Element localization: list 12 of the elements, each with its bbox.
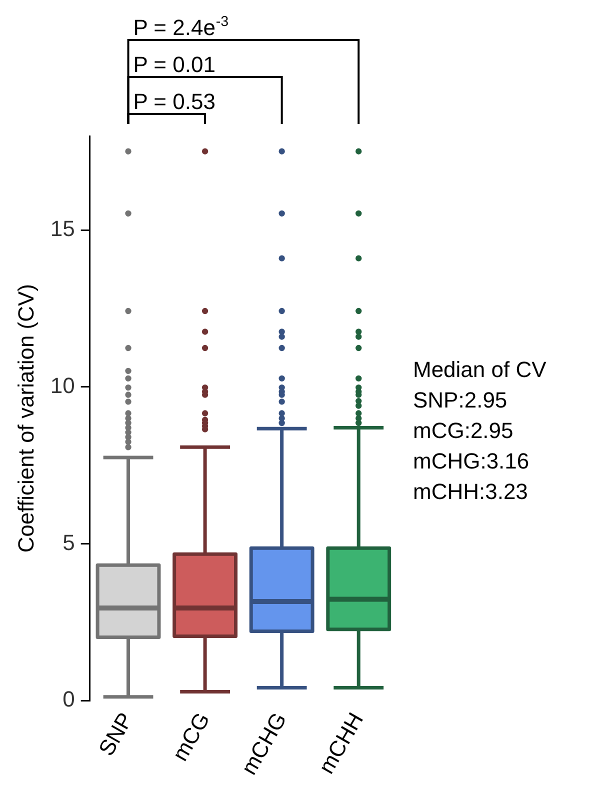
y-tick-label: 5 [62,530,75,555]
text: P = 0.01 [133,52,216,77]
y-axis-title: Coefficient of variation (CV) [13,284,38,553]
text: mCHH:3.23 [413,478,528,504]
y-tick-label: 10 [50,372,75,398]
y-tick-label: 0 [62,686,75,712]
text: mCG:2.95 [413,418,514,443]
y-tick-label: 15 [50,216,75,242]
text: Median of CV [413,356,547,382]
text: mCHG:3.16 [413,448,530,474]
text: SNP:2.95 [413,387,508,412]
text: P = 0.53 [133,89,216,114]
